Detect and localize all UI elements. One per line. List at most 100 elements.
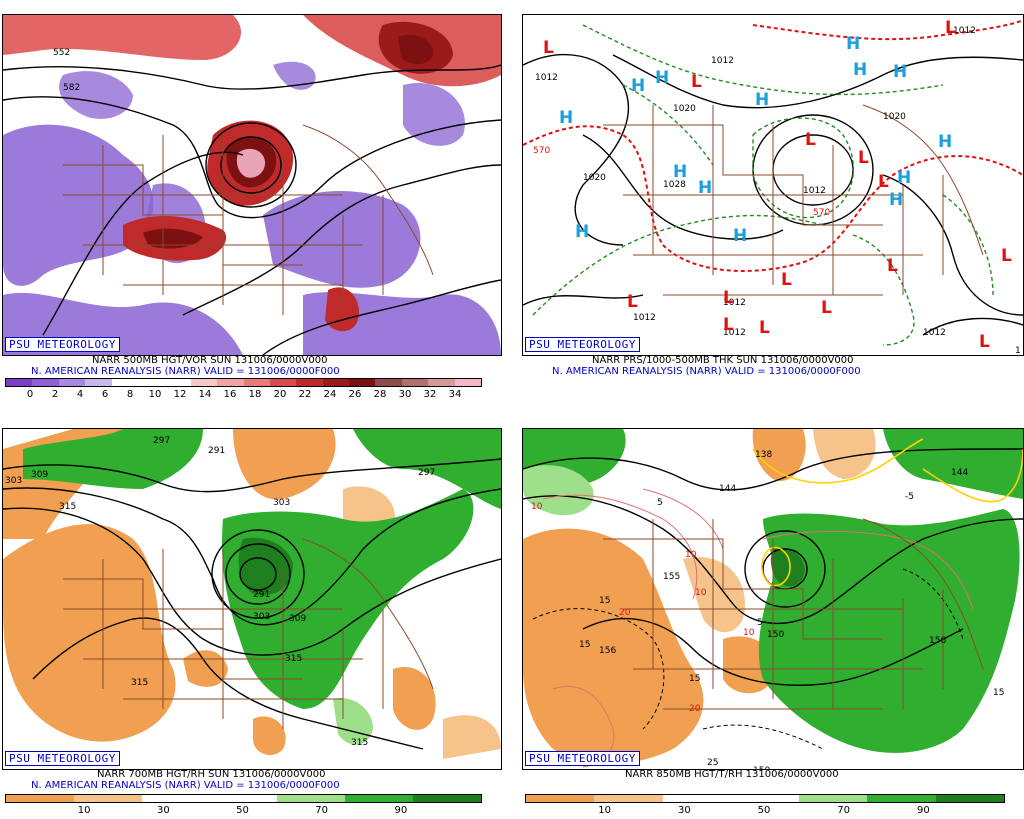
colorbar-label: 10 [148, 389, 162, 400]
colorbar-swatch [73, 795, 142, 802]
colorbar-swatch [269, 379, 297, 386]
colorbar-label: 70 [837, 805, 851, 816]
colorbar-swatch [277, 795, 346, 802]
high-pressure-marker: H [889, 190, 903, 210]
map-700mb-rh: 297 291 303 309 315 303 297 291 303 309 … [2, 428, 502, 770]
temperature-label: 15 [689, 674, 700, 684]
low-pressure-marker: L [691, 72, 702, 92]
colorbar-label: 34 [448, 389, 462, 400]
colorbar-label: 8 [126, 389, 134, 400]
isobar-label: 1 [1015, 346, 1021, 355]
map-title: NARR 700MB HGT/RH SUN 131006/0000V000 [97, 769, 326, 780]
height-label: 315 [351, 738, 368, 748]
map-valid-time: N. AMERICAN REANALYSIS (NARR) VALID = 13… [552, 366, 861, 377]
colorbar-label: 10 [77, 805, 91, 816]
temperature-label: 15 [993, 688, 1004, 698]
high-pressure-marker: H [698, 178, 712, 198]
low-pressure-marker: L [1001, 246, 1012, 266]
isobar-label: 1012 [803, 186, 826, 196]
colorbar-swatch [322, 379, 350, 386]
map-title: NARR 850MB HGT/T/RH 131006/0000V000 [625, 769, 839, 780]
colorbar-label: 16 [223, 389, 237, 400]
isobar-labels: 1012 1012 1020 1020 1028 1012 1020 1012 … [533, 26, 1021, 355]
high-pressure-marker: H [631, 76, 645, 96]
colorbar-swatch [526, 795, 595, 802]
map-850mb-temp-rh: 138 144 144 150 156 156 150 155 5 -5 10 … [522, 428, 1024, 770]
low-pressure-marker: L [945, 18, 956, 38]
low-pressure-marker: L [805, 130, 816, 150]
isobar-label: 1028 [663, 180, 686, 190]
colorbar-label: 18 [248, 389, 262, 400]
height-label: 138 [755, 450, 772, 460]
panel-850mb-temp-rh: 138 144 144 150 156 156 150 155 5 -5 10 … [520, 414, 1024, 819]
colorbar-label: 90 [394, 805, 408, 816]
temperature-label: 20 [689, 704, 701, 714]
vorticity-colorbar-labels: 0 2 4 6 8 10 12 14 16 18 20 22 24 26 28 30 32 34 [5, 389, 480, 401]
colorbar-swatch [296, 379, 323, 386]
temperature-label: 10 [695, 588, 707, 598]
rh-colorbar-labels: 10 30 50 70 90 [5, 805, 480, 817]
psu-meteorology-badge: PSU METEOROLOGY [5, 337, 120, 352]
colorbar-label: 24 [323, 389, 337, 400]
height-label: 144 [719, 484, 736, 494]
pressure-centers: H H H H H H H H H H H H H H L L L L L L [543, 18, 1012, 352]
height-label: 315 [59, 502, 76, 512]
colorbar-label: 0 [26, 389, 34, 400]
high-pressure-marker: H [559, 108, 573, 128]
isobar-label: 1012 [723, 298, 746, 308]
thickness-label: 570 [813, 208, 830, 218]
height-label: 297 [418, 468, 435, 478]
colorbar-swatch [6, 379, 33, 386]
colorbar-label: 10 [598, 805, 612, 816]
high-pressure-marker: H [655, 68, 669, 88]
colorbar-label: 14 [198, 389, 212, 400]
colorbar-label: 32 [423, 389, 437, 400]
height-label: 315 [285, 654, 302, 664]
colorbar-swatch [217, 379, 244, 386]
rh-colorbar [525, 794, 1005, 803]
height-label: 303 [5, 476, 22, 486]
colorbar-swatch [730, 795, 800, 802]
isobar-label: 1012 [723, 328, 746, 338]
panel-500mb-vorticity: 552 582 PSU METEOROLOGY NARR 500MB HGT/V… [0, 0, 502, 405]
height-label: 155 [663, 572, 680, 582]
isobar-label: 1012 [711, 56, 734, 66]
high-pressure-marker: H [938, 132, 952, 152]
contour-label-group: 552 582 [53, 48, 80, 93]
colorbar-label: 30 [156, 805, 170, 816]
temperature-label: 5 [757, 618, 763, 628]
colorbar-swatch [867, 795, 936, 802]
colorbar-swatch [137, 379, 165, 386]
colorbar-label: 22 [298, 389, 312, 400]
colorbar-swatch [594, 795, 663, 802]
high-pressure-marker: H [673, 162, 687, 182]
low-pressure-marker: L [858, 148, 869, 168]
colorbar-swatch [85, 379, 112, 386]
isobar-label: 1012 [923, 328, 946, 338]
map-500mb-vorticity: 552 582 PSU METEOROLOGY [2, 14, 502, 356]
colorbar-swatch [190, 379, 218, 386]
colorbar-label: 28 [373, 389, 387, 400]
colorbar-swatch [428, 379, 455, 386]
temperature-labels: 5 -5 10 15 10 10 20 15 15 25 15 5 20 10 [531, 492, 1004, 768]
low-pressure-marker: L [759, 318, 770, 338]
colorbar-swatch [401, 379, 429, 386]
colorbar-swatch [32, 379, 59, 386]
low-pressure-marker: L [887, 256, 898, 276]
colorbar-label: 30 [398, 389, 412, 400]
low-pressure-marker: L [723, 315, 734, 335]
colorbar-swatch [58, 379, 86, 386]
colorbar-label: 2 [51, 389, 59, 400]
low-pressure-marker: L [878, 172, 889, 192]
thickness-label: 570 [533, 146, 550, 156]
map-title: NARR 500MB HGT/VOR SUN 131006/0000V000 [92, 355, 328, 366]
map-valid-time: N. AMERICAN REANALYSIS (NARR) VALID = 13… [31, 366, 340, 377]
colorbar-swatch [662, 795, 731, 802]
temperature-label: 15 [579, 640, 590, 650]
height-labels: 138 144 144 150 156 156 150 155 [599, 450, 968, 769]
isobar-label: 1012 [633, 313, 656, 323]
rh-colorbar [5, 794, 482, 803]
low-pressure-marker: L [543, 38, 554, 58]
height-label: 303 [253, 612, 270, 622]
colorbar-swatch [345, 795, 414, 802]
